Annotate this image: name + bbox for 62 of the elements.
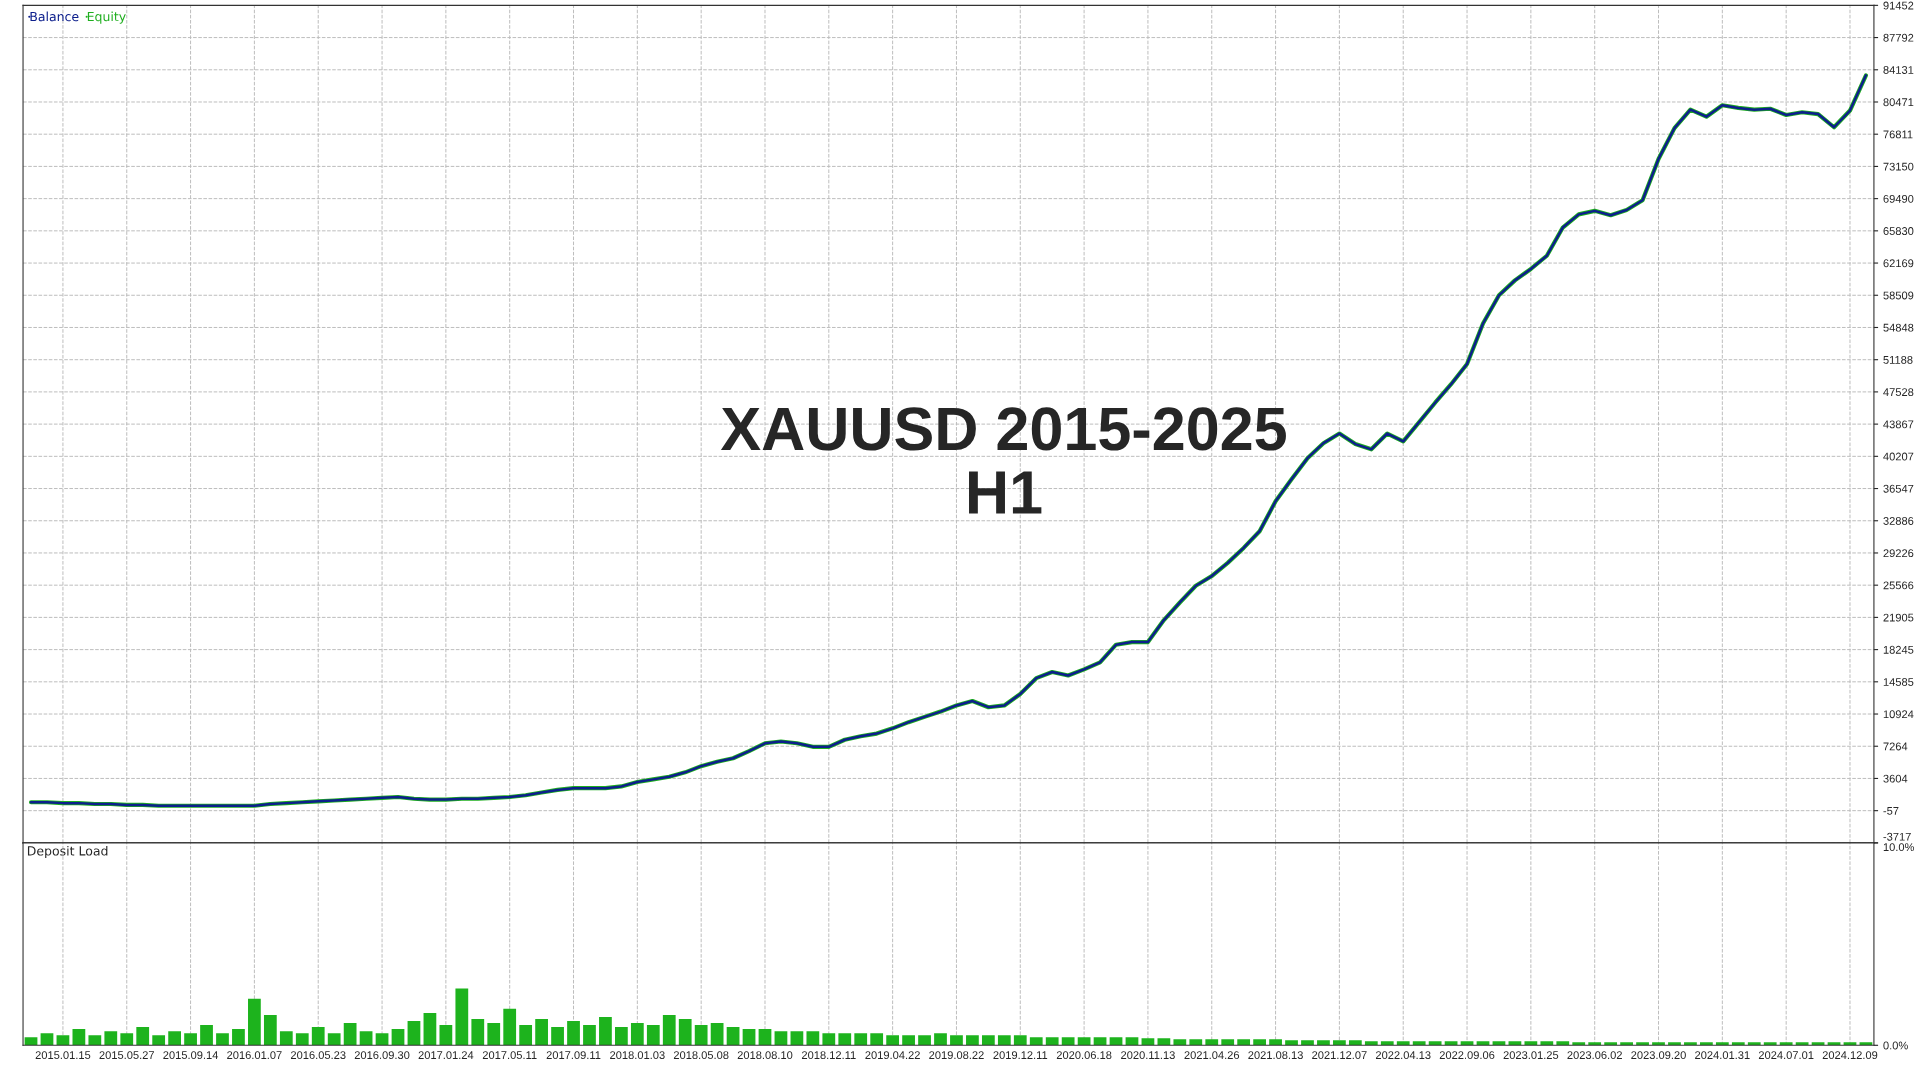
x-tick-label: 2016.09.30	[354, 1051, 410, 1060]
y-tick-label: 21905	[1883, 613, 1914, 622]
x-tick-label: 2019.04.22	[865, 1051, 920, 1060]
x-tick-label: 2024.12.09	[1822, 1051, 1878, 1060]
x-tick-label: 2020.11.13	[1121, 1051, 1175, 1060]
y-tick-label: 7264	[1883, 742, 1908, 751]
x-tick-label: 2017.09.11	[546, 1051, 601, 1060]
y-tick-label: 80471	[1883, 98, 1914, 107]
y-tick-label: 47528	[1883, 388, 1914, 397]
x-tick-label: 2016.01.07	[227, 1051, 282, 1060]
x-tick-label: 2022.04.13	[1375, 1051, 1431, 1060]
y-tick-label: 32886	[1883, 517, 1914, 525]
y-tick-label: 91452	[1883, 1, 1914, 10]
y-tick-label: 43867	[1883, 420, 1914, 429]
y-tick-label: 36547	[1883, 484, 1914, 493]
x-tick-label: 2023.06.02	[1567, 1051, 1622, 1060]
x-tick-label: 2021.12.07	[1312, 1051, 1367, 1060]
x-tick-label: 2015.09.14	[163, 1051, 219, 1060]
y-tick-label: 3604	[1883, 774, 1908, 783]
y-tick-label: 14585	[1883, 678, 1914, 686]
x-tick-label: 2021.04.26	[1184, 1051, 1240, 1060]
x-tick-label: 2022.09.06	[1439, 1051, 1495, 1060]
y-tick-label: 84131	[1883, 66, 1914, 74]
legend-label: Equity	[87, 11, 126, 24]
x-tick-label: 2018.12.11	[801, 1051, 856, 1060]
y-tick-label: 25566	[1883, 581, 1914, 590]
y-tick-label: 58509	[1883, 291, 1914, 300]
y-tick-label: -3717	[1883, 832, 1911, 841]
x-tick-label: 2017.05.11	[482, 1051, 537, 1060]
y-tick-label: -57	[1883, 807, 1899, 815]
x-tick-label: 2021.08.13	[1248, 1051, 1303, 1060]
x-tick-label: 2018.08.10	[737, 1051, 793, 1060]
y-tick-label: 69490	[1883, 194, 1914, 203]
x-tick-label: 2024.01.31	[1695, 1051, 1750, 1060]
text: XAUUSD 2015-2025 H1	[720, 407, 1286, 514]
x-tick-label: 2016.05.23	[290, 1051, 346, 1060]
x-tick-label: 2017.01.24	[418, 1051, 474, 1060]
y-tick-label: 10.0%	[1883, 843, 1915, 852]
y-tick-label: 0.0%	[1883, 1041, 1908, 1050]
x-tick-label: 2019.12.11	[993, 1051, 1048, 1060]
x-tick-label: 2020.06.18	[1056, 1051, 1112, 1060]
x-tick-label: 2024.07.01	[1758, 1051, 1814, 1060]
y-tick-label: 29226	[1883, 549, 1914, 558]
y-tick-label: 18245	[1883, 645, 1914, 654]
y-tick-label: 40207	[1883, 452, 1914, 461]
y-tick-label: 62169	[1883, 259, 1914, 268]
y-tick-label: 73150	[1883, 162, 1914, 171]
legend-label: Balance	[30, 11, 79, 22]
x-tick-label: 2018.01.03	[610, 1051, 665, 1060]
x-tick-label: 2023.01.25	[1503, 1051, 1559, 1060]
y-tick-label: 87792	[1883, 33, 1914, 42]
x-tick-label: 2015.05.27	[99, 1051, 154, 1060]
x-tick-label: 2019.08.22	[929, 1051, 984, 1060]
x-tick-label: 2018.05.08	[673, 1051, 729, 1060]
y-tick-label: 65830	[1883, 227, 1914, 235]
x-tick-label: 2015.01.15	[35, 1051, 91, 1060]
y-tick-label: 10924	[1883, 710, 1914, 719]
x-tick-label: 2023.09.20	[1631, 1051, 1686, 1060]
y-tick-label: 54848	[1883, 323, 1914, 332]
y-tick-label: 76811	[1883, 130, 1913, 139]
chart-title: Deposit Load	[27, 845, 108, 859]
y-tick-label: 51188	[1883, 355, 1913, 364]
